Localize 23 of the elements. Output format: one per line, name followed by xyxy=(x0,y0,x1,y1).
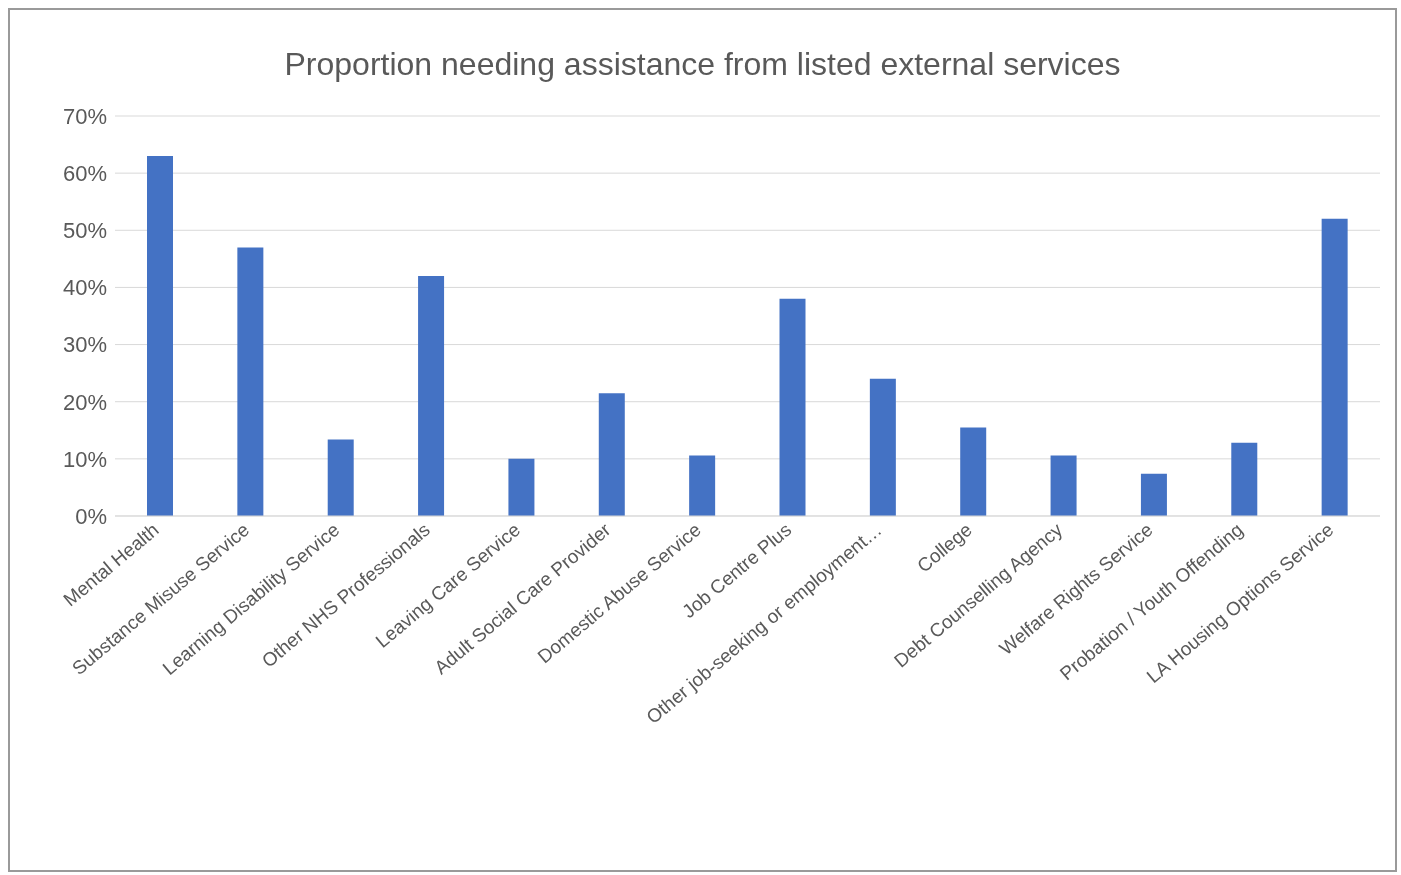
y-tick-label: 50% xyxy=(62,218,107,244)
y-tick-label: 60% xyxy=(62,160,107,186)
y-tick-label: 70% xyxy=(62,103,107,129)
bar xyxy=(237,247,264,516)
bar xyxy=(327,439,354,516)
bar xyxy=(508,458,535,516)
y-tick-label: 20% xyxy=(62,389,107,415)
bar xyxy=(689,455,716,516)
bar xyxy=(1050,455,1077,516)
bar xyxy=(598,393,625,516)
bar xyxy=(1231,442,1258,516)
bar xyxy=(1140,473,1167,516)
bar xyxy=(1321,218,1348,516)
y-tick-label: 40% xyxy=(62,275,107,301)
y-tick-label: 30% xyxy=(62,332,107,358)
bar xyxy=(869,378,896,516)
y-tick-label: 0% xyxy=(75,503,107,529)
bar xyxy=(960,427,987,516)
bar xyxy=(779,298,806,516)
chart-title: Proportion needing assistance from listed external services xyxy=(283,45,1122,84)
bar xyxy=(147,156,173,516)
y-tick-label: 10% xyxy=(62,446,107,472)
bar xyxy=(418,276,445,516)
